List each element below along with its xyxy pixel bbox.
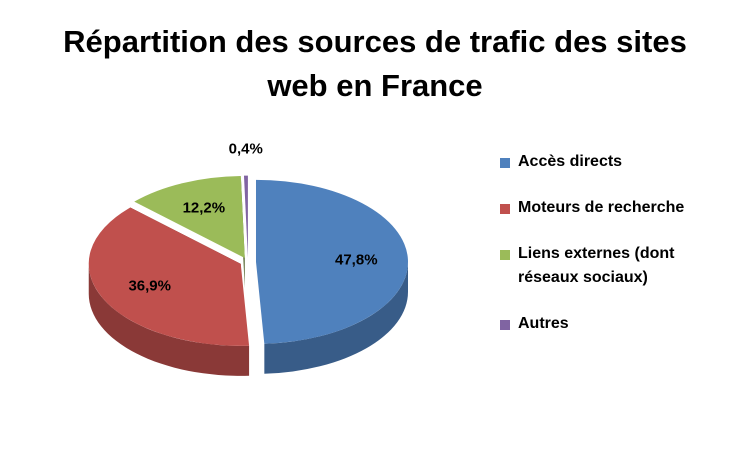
legend-swatch — [500, 320, 510, 330]
slice — [134, 176, 245, 258]
legend-entry: Liens externes (dont réseaux sociaux) — [496, 242, 718, 290]
slice-side — [88, 263, 250, 376]
legend-label: Liens externes (dont réseaux sociaux) — [518, 245, 675, 286]
legend: Accès directs Moteurs de recherche Liens e… — [496, 150, 746, 358]
data-label: 0,4% — [229, 140, 263, 157]
legend-entry: Autres — [496, 312, 718, 336]
slice — [255, 179, 408, 344]
legend-swatch — [500, 204, 510, 214]
legend-label: Autres — [518, 315, 569, 332]
legend-label: Moteurs de recherche — [518, 199, 685, 216]
slice — [88, 207, 250, 346]
data-label: 47,8% — [335, 251, 378, 268]
slice — [243, 175, 248, 258]
chart-title: Répartition des sources de trafic des si… — [63, 24, 687, 103]
data-label: 12,2% — [183, 200, 226, 217]
legend-entry: Moteurs de recherche — [496, 196, 718, 220]
legend-swatch — [500, 250, 510, 260]
legend-label: Accès directs — [518, 153, 623, 170]
data-label: 36,9% — [128, 278, 171, 295]
legend-swatch — [500, 158, 510, 168]
legend-entry: Accès directs — [496, 150, 718, 174]
slice-side — [264, 261, 408, 374]
